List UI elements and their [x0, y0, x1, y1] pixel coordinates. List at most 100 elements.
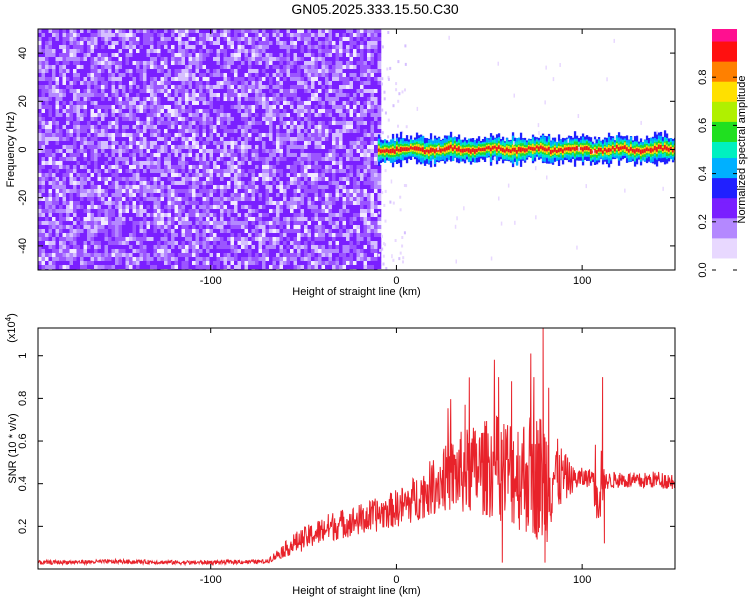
heatmap-cell	[213, 73, 217, 78]
heatmap-cell	[248, 169, 252, 174]
heatmap-cell	[209, 245, 214, 250]
heatmap-cell	[66, 125, 70, 130]
heatmap-cell	[314, 201, 319, 206]
heatmap-cell	[230, 233, 235, 238]
heatmap-cell	[276, 233, 280, 238]
heatmap-cell	[209, 77, 214, 82]
heatmap-cell	[195, 241, 200, 246]
heatmap-cell	[153, 141, 158, 146]
heatmap-cell	[290, 245, 294, 250]
heatmap-cell	[223, 201, 228, 206]
heatmap-cell	[234, 149, 238, 154]
heatmap-cell	[69, 129, 74, 134]
heatmap-cell	[174, 241, 179, 246]
heatmap-cell	[52, 113, 56, 118]
heatmap-cell	[234, 133, 238, 138]
heatmap-cell	[248, 177, 252, 182]
heatmap-cell	[160, 89, 165, 94]
heatmap-cell	[223, 209, 228, 214]
heatmap-cell	[104, 233, 109, 238]
heatmap-cell	[195, 61, 200, 66]
heatmap-cell	[286, 121, 291, 126]
heatmap-cell	[216, 189, 221, 194]
heatmap-cell	[97, 241, 102, 246]
heatmap-cell	[66, 225, 70, 230]
heatmap-cell	[69, 165, 74, 170]
heatmap-cell	[69, 113, 74, 118]
heatmap-cell	[80, 265, 84, 270]
heatmap-cell	[311, 201, 315, 206]
heatmap-cell	[125, 233, 130, 238]
heatmap-cell	[269, 153, 273, 158]
heatmap-cell	[125, 145, 130, 150]
heatmap-cell	[279, 229, 284, 234]
heatmap-cell	[167, 53, 172, 58]
heatmap-cell	[192, 101, 196, 106]
heatmap-cell	[230, 129, 235, 134]
heatmap-cell	[269, 253, 273, 258]
heatmap-cell	[283, 101, 287, 106]
heatmap-cell	[174, 193, 179, 198]
heatmap-cell	[115, 73, 119, 78]
heatmap-cell	[52, 217, 56, 222]
heatmap-cell	[62, 113, 67, 118]
heatmap-cell	[307, 45, 312, 50]
heatmap-cell	[125, 173, 130, 178]
heatmap-cell	[52, 161, 56, 166]
heatmap-cell	[251, 57, 256, 62]
heatmap-cell	[318, 145, 322, 150]
heatmap-cell	[90, 265, 95, 270]
heatmap-cell	[230, 85, 235, 90]
heatmap-cell	[167, 209, 172, 214]
heatmap-cell	[283, 129, 287, 134]
heatmap-cell	[262, 81, 266, 86]
heatmap-cell	[101, 109, 105, 114]
heatmap-cell	[111, 81, 116, 86]
heatmap-cell	[38, 261, 42, 266]
heatmap-cell	[90, 169, 95, 174]
heatmap-cell	[230, 217, 235, 222]
heatmap-cell	[223, 157, 228, 162]
heatmap-cell	[80, 33, 84, 38]
heatmap-cell	[87, 73, 91, 78]
heatmap-cell	[307, 89, 312, 94]
heatmap-cell	[293, 225, 298, 230]
heatmap-cell	[220, 73, 224, 78]
heatmap-cell	[209, 85, 214, 90]
heatmap-cell	[52, 117, 56, 122]
heatmap-cell	[97, 161, 102, 166]
heatmap-cell	[146, 217, 151, 222]
heatmap-cell	[178, 201, 182, 206]
heatmap-cell	[108, 61, 112, 66]
heatmap-cell	[76, 229, 81, 234]
heatmap-cell	[136, 57, 140, 62]
heatmap-cell	[220, 249, 224, 254]
heatmap-cell	[206, 77, 210, 82]
heatmap-cell	[164, 125, 168, 130]
heatmap-cell	[304, 53, 308, 58]
heatmap-cell	[90, 45, 95, 50]
heatmap-cell	[202, 145, 207, 150]
heatmap-cell	[90, 245, 95, 250]
heatmap-cell	[48, 165, 53, 170]
heatmap-cell	[293, 93, 298, 98]
heatmap-cell	[66, 213, 70, 218]
heatmap-cell	[202, 205, 207, 210]
heatmap-cell	[104, 37, 109, 42]
heatmap-cell	[48, 245, 53, 250]
heatmap-cell	[122, 125, 126, 130]
heatmap-cell	[262, 77, 266, 82]
heatmap-cell	[318, 221, 322, 226]
heatmap-cell	[216, 81, 221, 86]
heatmap-cell	[199, 61, 203, 66]
heatmap-cell	[276, 201, 280, 206]
heatmap-cell	[234, 193, 238, 198]
heatmap-cell	[118, 69, 123, 74]
heatmap-cell	[146, 233, 151, 238]
heatmap-cell	[202, 209, 207, 214]
heatmap-cell	[94, 241, 98, 246]
heatmap-cell	[90, 177, 95, 182]
heatmap-cell	[160, 149, 165, 154]
heatmap-cell	[167, 109, 172, 114]
heatmap-cell	[237, 265, 242, 270]
